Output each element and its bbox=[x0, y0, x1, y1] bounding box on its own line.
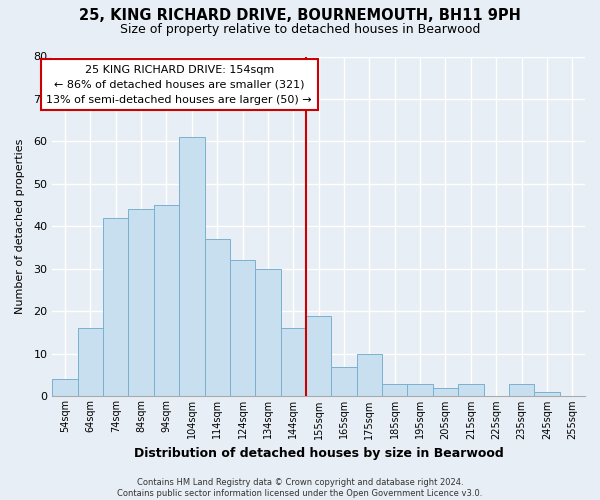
Bar bbox=[52, 380, 77, 396]
Bar bbox=[357, 354, 382, 397]
Bar bbox=[154, 205, 179, 396]
Text: Size of property relative to detached houses in Bearwood: Size of property relative to detached ho… bbox=[120, 22, 480, 36]
Text: 25, KING RICHARD DRIVE, BOURNEMOUTH, BH11 9PH: 25, KING RICHARD DRIVE, BOURNEMOUTH, BH1… bbox=[79, 8, 521, 22]
Bar bbox=[230, 260, 255, 396]
Bar bbox=[509, 384, 534, 396]
Y-axis label: Number of detached properties: Number of detached properties bbox=[15, 139, 25, 314]
Bar bbox=[205, 239, 230, 396]
Bar bbox=[128, 210, 154, 396]
Bar bbox=[103, 218, 128, 396]
Bar bbox=[77, 328, 103, 396]
Bar bbox=[534, 392, 560, 396]
Bar bbox=[407, 384, 433, 396]
Bar bbox=[281, 328, 306, 396]
Bar bbox=[458, 384, 484, 396]
X-axis label: Distribution of detached houses by size in Bearwood: Distribution of detached houses by size … bbox=[134, 447, 503, 460]
Bar bbox=[433, 388, 458, 396]
Bar bbox=[306, 316, 331, 396]
Bar bbox=[382, 384, 407, 396]
Text: 25 KING RICHARD DRIVE: 154sqm
← 86% of detached houses are smaller (321)
13% of : 25 KING RICHARD DRIVE: 154sqm ← 86% of d… bbox=[46, 65, 312, 104]
Bar bbox=[331, 366, 357, 396]
Bar bbox=[179, 137, 205, 396]
Text: Contains HM Land Registry data © Crown copyright and database right 2024.
Contai: Contains HM Land Registry data © Crown c… bbox=[118, 478, 482, 498]
Bar bbox=[255, 269, 281, 396]
